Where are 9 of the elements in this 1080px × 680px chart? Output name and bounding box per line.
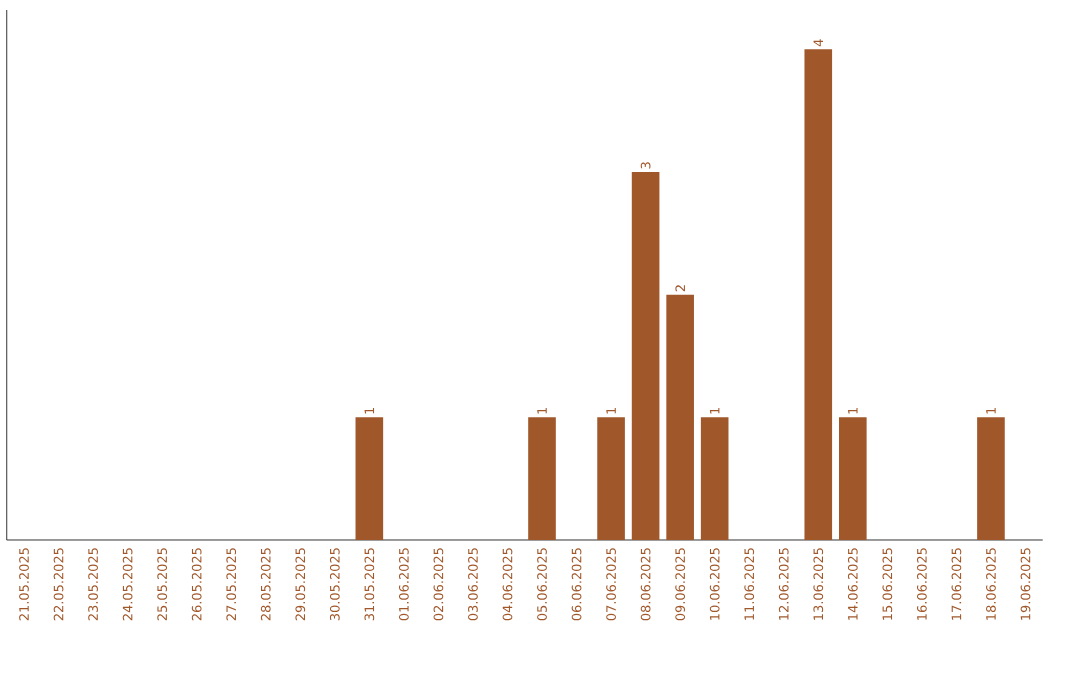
bar [977, 417, 1005, 540]
bar [355, 417, 384, 540]
bar [597, 417, 625, 540]
bar [804, 49, 833, 540]
bar [666, 294, 694, 540]
bar [838, 417, 867, 540]
bar [700, 417, 729, 540]
bar [528, 417, 556, 540]
bar [631, 171, 660, 540]
